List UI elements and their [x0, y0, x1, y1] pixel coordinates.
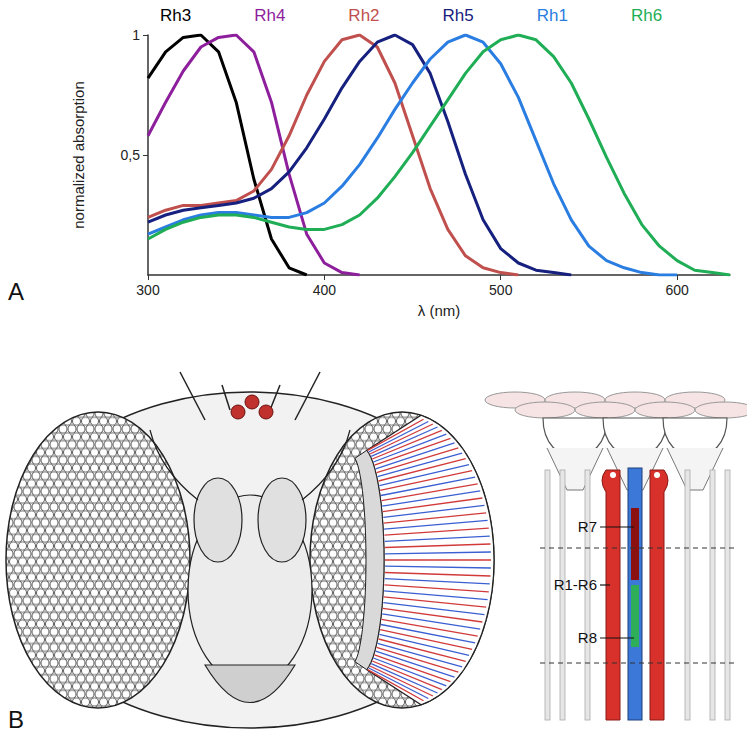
svg-text:600: 600: [665, 282, 689, 298]
svg-text:R7: R7: [578, 518, 597, 535]
svg-text:R1-R6: R1-R6: [554, 576, 597, 593]
svg-text:0,5: 0,5: [121, 147, 141, 163]
svg-text:Rh1: Rh1: [537, 6, 568, 25]
svg-text:Rh3: Rh3: [160, 6, 191, 25]
svg-text:500: 500: [489, 282, 513, 298]
svg-text:Rh6: Rh6: [631, 6, 662, 25]
svg-text:Rh5: Rh5: [443, 6, 474, 25]
svg-text:R8: R8: [578, 629, 597, 646]
svg-text:1: 1: [132, 27, 140, 43]
svg-text:400: 400: [313, 282, 337, 298]
svg-text:Rh2: Rh2: [348, 6, 379, 25]
svg-text:normalized absorption: normalized absorption: [70, 81, 87, 229]
svg-text:λ (nm): λ (nm): [418, 302, 461, 319]
svg-text:Rh4: Rh4: [254, 6, 285, 25]
svg-text:300: 300: [136, 282, 160, 298]
svg-text:B: B: [8, 706, 24, 733]
svg-text:A: A: [8, 278, 24, 305]
